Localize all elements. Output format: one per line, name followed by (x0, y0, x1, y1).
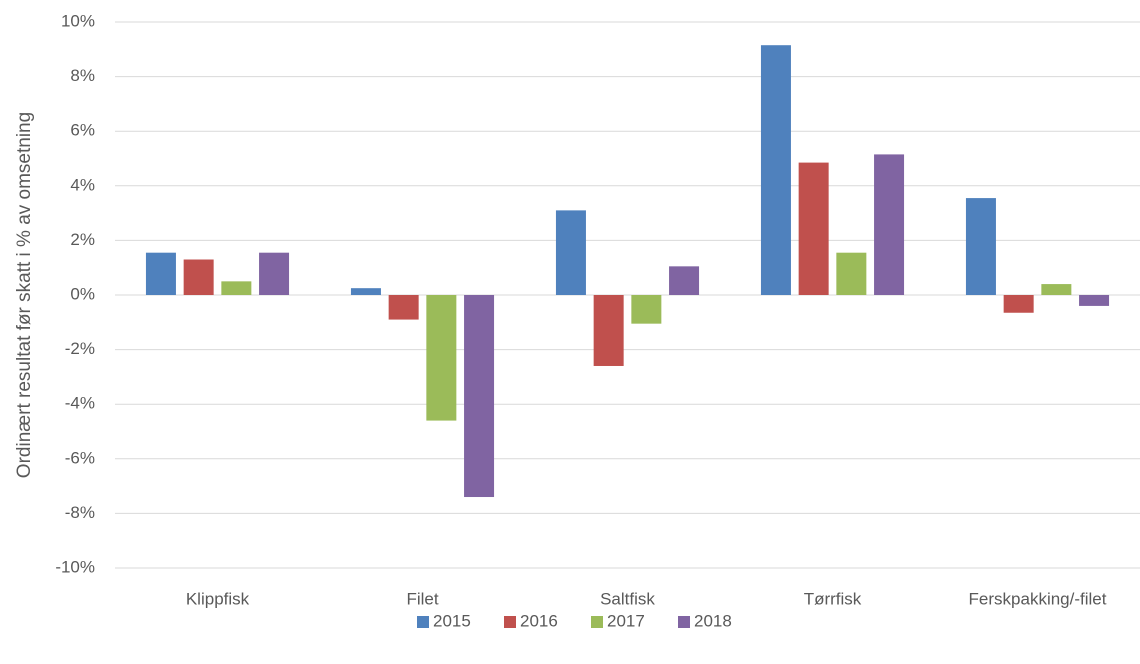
bar (464, 295, 495, 498)
y-tick-label: -4% (65, 394, 95, 413)
legend-swatch (504, 616, 516, 628)
legend-label: 2017 (607, 611, 645, 630)
bar (388, 295, 419, 320)
y-tick-label: 6% (70, 121, 95, 140)
y-axis-label: Ordinært resultat før skatt i % av omset… (14, 112, 35, 478)
legend-swatch (591, 616, 603, 628)
y-tick-label: -6% (65, 448, 95, 467)
bar (798, 162, 829, 295)
bar (350, 288, 381, 295)
bar (426, 295, 457, 421)
bar (593, 295, 624, 366)
bar (183, 259, 214, 295)
y-tick-label: 8% (70, 66, 95, 85)
bar (760, 45, 791, 295)
bar (965, 198, 996, 295)
y-tick-label: 0% (70, 284, 95, 303)
bar (145, 252, 176, 295)
y-tick-label: -10% (55, 557, 95, 576)
y-tick-label: 10% (61, 11, 95, 30)
bar (836, 252, 867, 295)
legend-label: 2015 (433, 611, 471, 630)
legend-label: 2016 (520, 611, 558, 630)
y-tick-label: 4% (70, 175, 95, 194)
bar (259, 252, 290, 295)
bar (1079, 295, 1110, 306)
x-tick-label: Ferskpakking/-filet (969, 589, 1107, 608)
x-tick-label: Saltfisk (600, 589, 655, 608)
y-tick-label: -8% (65, 503, 95, 522)
bar (631, 295, 662, 324)
legend-swatch (678, 616, 690, 628)
y-tick-label: -2% (65, 339, 95, 358)
bar (1041, 284, 1072, 295)
x-tick-label: Klippfisk (186, 589, 250, 608)
y-tick-label: 2% (70, 230, 95, 249)
legend-label: 2018 (694, 611, 732, 630)
x-tick-label: Tørrfisk (804, 589, 862, 608)
bar (555, 210, 586, 295)
bar (874, 154, 905, 295)
bar (669, 266, 700, 295)
legend-swatch (417, 616, 429, 628)
bar (221, 281, 252, 295)
bar (1003, 295, 1034, 313)
x-tick-label: Filet (406, 589, 438, 608)
